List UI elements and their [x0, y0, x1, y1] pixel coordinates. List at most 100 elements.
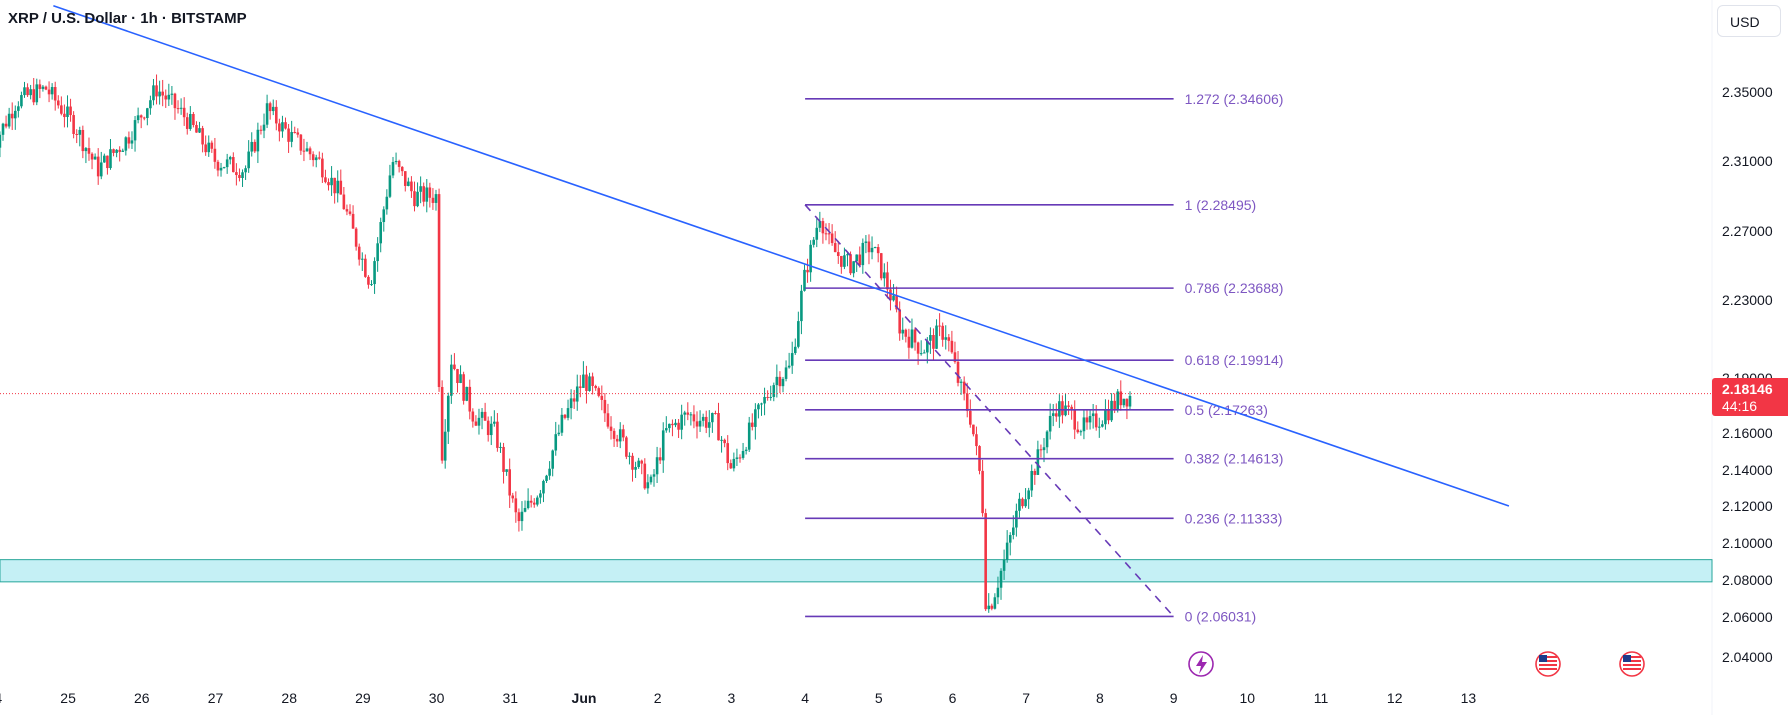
time-tick-label: 27	[208, 690, 224, 706]
candle-body	[112, 149, 115, 153]
candle-body	[818, 221, 822, 228]
candle-body	[462, 374, 465, 401]
time-axis[interactable]: 24 25 26 27 28 29 30 31 Jun 2 3 4 5 6 7 8 9 10 11 12 13	[0, 690, 1476, 706]
candle-body	[944, 337, 948, 340]
candle-body	[1024, 499, 1027, 507]
candle-body	[465, 386, 468, 401]
flag-stripe	[1539, 656, 1557, 658]
candle-body	[13, 110, 17, 119]
candle-body	[569, 398, 573, 409]
candle-body	[790, 353, 794, 366]
candle-body	[293, 132, 297, 134]
candle-body	[321, 158, 324, 178]
candle-body	[232, 157, 235, 173]
candle-body	[1125, 398, 1129, 407]
candle-body	[809, 244, 812, 273]
time-tick-label: 11	[1314, 690, 1329, 706]
candle-body	[815, 227, 819, 240]
candle-body	[935, 325, 938, 349]
candle-body	[1097, 426, 1101, 428]
candle-body	[228, 157, 232, 160]
price-tick-label: 2.12000	[1722, 498, 1773, 514]
candle-body	[634, 467, 637, 470]
candle-body	[557, 432, 561, 435]
trendline[interactable]	[53, 4, 1510, 507]
us-flag-event-icon[interactable]	[1619, 651, 1645, 677]
flag-canton	[1539, 655, 1547, 662]
time-tick-label: 12	[1387, 690, 1403, 706]
candle-body	[1128, 395, 1132, 407]
candle-body	[953, 352, 957, 362]
candle-body	[1122, 398, 1126, 406]
candle-body	[993, 597, 997, 609]
last-price-value: 2.18146	[1722, 381, 1773, 397]
candle-body	[44, 86, 48, 90]
candle-body	[855, 254, 858, 262]
candle-body	[397, 160, 401, 167]
candle-body	[1051, 413, 1055, 416]
candle-body	[287, 128, 290, 142]
candle-body	[879, 253, 883, 279]
candle-body	[127, 137, 131, 144]
candle-body	[870, 247, 874, 253]
candle-body	[520, 511, 524, 522]
candle-body	[668, 423, 671, 429]
candle-body	[354, 228, 358, 247]
flag-stripe	[1539, 668, 1557, 670]
candle-body	[649, 476, 653, 483]
candle-body	[241, 172, 244, 179]
time-tick-label: 31	[503, 690, 519, 706]
candle-body	[545, 475, 548, 481]
candle-body	[962, 381, 966, 394]
candle-body	[78, 129, 82, 135]
candle-body	[7, 113, 11, 127]
candle-body	[919, 353, 923, 355]
candle-body	[959, 381, 963, 383]
candle-body	[1039, 449, 1043, 451]
candle-body	[836, 252, 840, 256]
candle-body	[302, 150, 306, 152]
time-tick-label: 5	[875, 690, 883, 706]
time-tick-label: 2	[654, 690, 662, 706]
us-flag-event-icon[interactable]	[1535, 651, 1561, 677]
candle-body	[69, 106, 72, 116]
candle-body	[327, 182, 330, 186]
candle-body	[916, 342, 920, 354]
candle-body	[480, 411, 484, 418]
candle-body	[219, 167, 223, 171]
candle-body	[26, 87, 29, 96]
candle-body	[93, 156, 97, 160]
candle-body	[904, 329, 908, 337]
candle-body	[305, 148, 309, 152]
candle-body	[56, 100, 60, 106]
candle-body	[652, 474, 656, 477]
candle-body	[443, 431, 447, 461]
fib-level-label: 1 (2.28495)	[1185, 197, 1257, 213]
candle-body	[244, 168, 247, 173]
candle-body	[379, 222, 383, 244]
candle-body	[142, 117, 146, 119]
candle-body	[677, 422, 680, 430]
candle-body	[118, 149, 121, 152]
lightning-event-icon[interactable]	[1188, 651, 1214, 677]
dashed-projection-line[interactable]	[804, 204, 1175, 617]
price-axis[interactable]: 2.350002.310002.270002.230002.190002.160…	[1722, 84, 1773, 665]
currency-button[interactable]: USD	[1717, 5, 1781, 37]
candle-body	[1033, 470, 1037, 475]
candle-body	[0, 134, 2, 148]
candle-body	[238, 175, 241, 179]
candle-body	[23, 87, 26, 96]
fib-level-label: 0.618 (2.19914)	[1185, 352, 1284, 368]
candle-body	[566, 408, 570, 418]
candle-body	[75, 133, 78, 135]
candle-body	[72, 115, 75, 134]
candle-body	[523, 508, 527, 512]
candle-body	[655, 457, 659, 475]
fib-retracement[interactable]: 1.272 (2.34606) 1 (2.28495) 0.786 (2.23688…	[805, 91, 1283, 625]
candle-body	[999, 570, 1003, 588]
candle-body	[195, 124, 198, 133]
candle-body	[913, 329, 917, 343]
support-zone[interactable]	[0, 559, 1713, 583]
candle-body	[579, 386, 582, 388]
